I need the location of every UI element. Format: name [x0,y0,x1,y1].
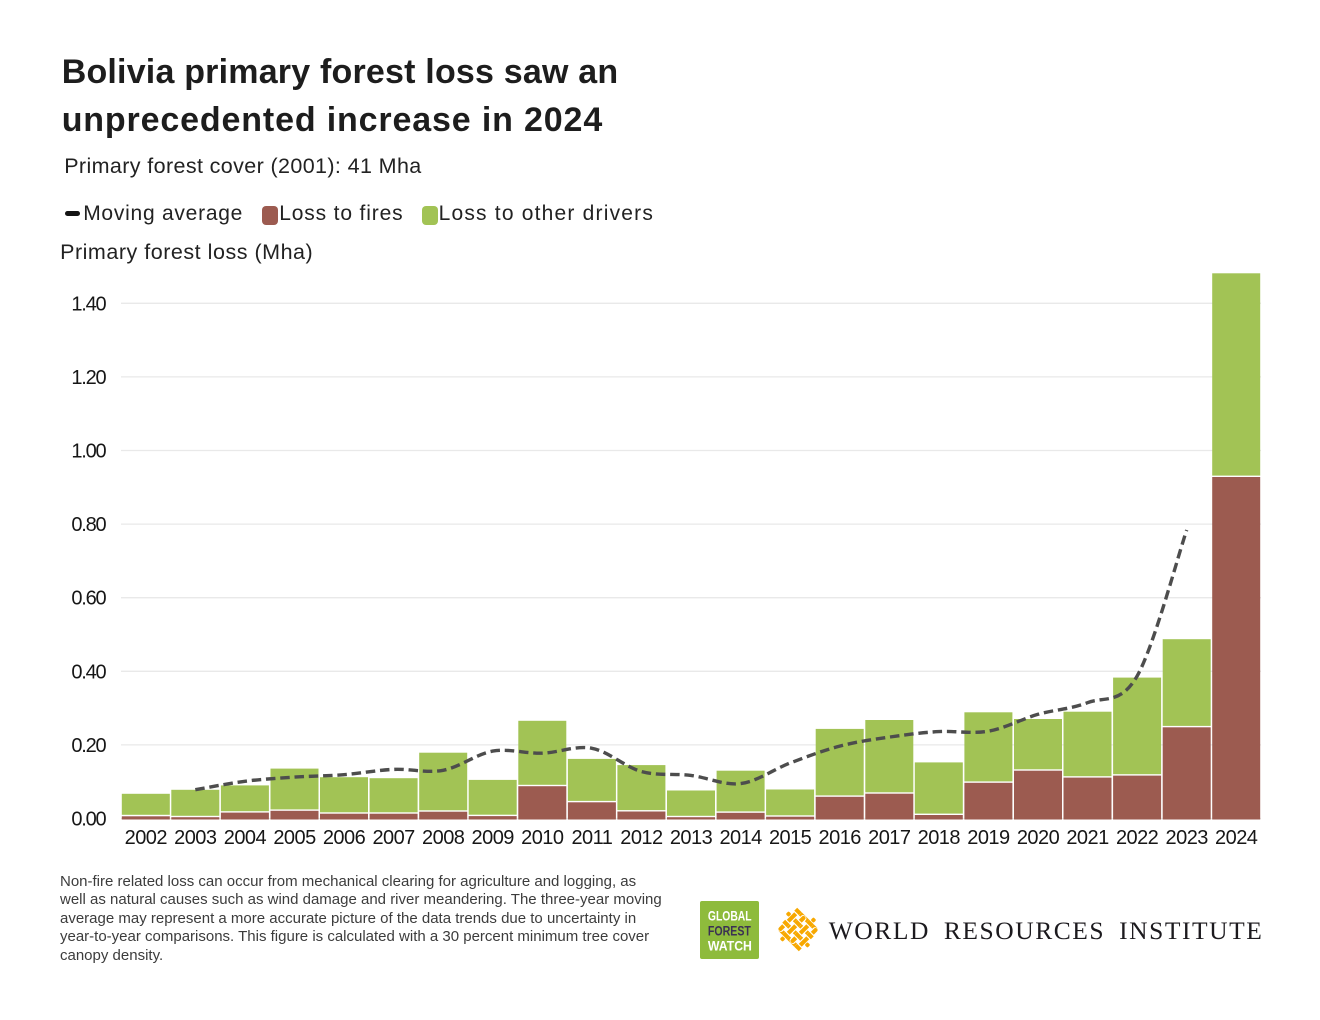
svg-text:2002: 2002 [125,827,168,849]
svg-text:FOREST: FOREST [708,923,751,939]
svg-text:2009: 2009 [472,827,515,849]
svg-text:0.20: 0.20 [71,735,106,757]
svg-text:2024: 2024 [1215,827,1258,849]
svg-text:0.60: 0.60 [71,588,106,610]
svg-text:2003: 2003 [174,827,217,849]
svg-text:1.00: 1.00 [71,441,106,463]
svg-text:2013: 2013 [670,827,713,849]
svg-text:0.80: 0.80 [71,514,106,536]
svg-text:1.40: 1.40 [71,293,106,315]
svg-text:2015: 2015 [769,827,812,849]
svg-text:2008: 2008 [422,827,465,849]
svg-text:WATCH: WATCH [708,939,752,955]
svg-text:0.00: 0.00 [71,809,106,831]
svg-text:2017: 2017 [868,827,911,849]
svg-text:2020: 2020 [1017,827,1060,849]
svg-text:2010: 2010 [521,827,564,849]
svg-text:2023: 2023 [1166,827,1209,849]
svg-text:2016: 2016 [819,827,862,849]
svg-text:2021: 2021 [1066,827,1109,849]
svg-text:2004: 2004 [224,827,267,849]
svg-text:1.20: 1.20 [71,367,106,389]
svg-text:GLOBAL: GLOBAL [708,909,752,925]
svg-text:2022: 2022 [1116,827,1159,849]
svg-text:2019: 2019 [967,827,1010,849]
svg-text:0.40: 0.40 [71,661,106,683]
svg-text:2014: 2014 [719,827,762,849]
svg-text:2005: 2005 [273,827,316,849]
svg-text:2012: 2012 [620,827,663,849]
svg-text:2006: 2006 [323,827,366,849]
svg-text:2018: 2018 [918,827,961,849]
svg-text:2007: 2007 [372,827,415,849]
svg-text:2011: 2011 [571,827,612,849]
